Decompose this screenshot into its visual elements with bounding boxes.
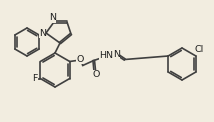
Text: N: N [113,50,120,59]
Text: F: F [33,74,38,83]
Text: N: N [49,14,56,22]
Text: N: N [40,29,46,37]
Text: O: O [92,70,100,79]
Text: HN: HN [99,51,113,60]
Text: Cl: Cl [194,45,204,54]
Text: O: O [76,55,83,64]
